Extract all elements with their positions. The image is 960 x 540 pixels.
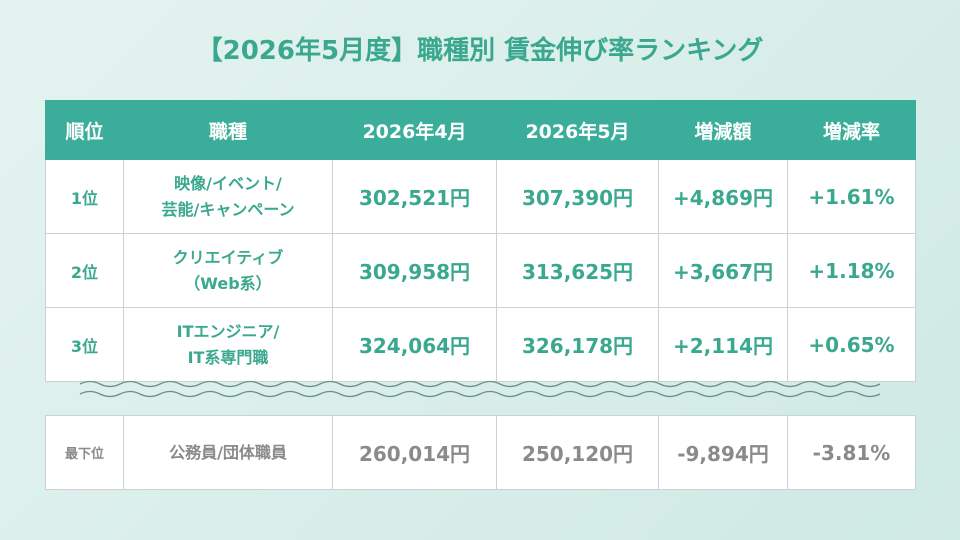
diff-cell: -9,894円 (658, 415, 788, 490)
job-line: 公務員/団体職員 (169, 442, 287, 462)
header-cell: 2026年4月 (332, 100, 497, 160)
header-cell: 職種 (123, 100, 333, 160)
header-cell: 増減率 (787, 100, 916, 160)
rank-cell: 最下位 (45, 415, 124, 490)
job-line: ITエンジニア/ (176, 321, 280, 341)
apr-cell: 309,958円 (332, 233, 497, 308)
apr-cell: 260,014円 (332, 415, 497, 490)
bottom-table: 最下位 公務員/団体職員 260,014円 250,120円 -9,894円 -3.81% (45, 415, 916, 490)
may-cell: 307,390円 (496, 159, 659, 234)
job-line: クリエイティブ (172, 247, 284, 267)
table-row: 2位 クリエイティブ （Web系） 309,958円 313,625円 +3,667円 +1… (45, 233, 916, 308)
header-cell: 2026年5月 (496, 100, 659, 160)
diff-cell: +2,114円 (658, 307, 788, 382)
apr-cell: 302,521円 (332, 159, 497, 234)
rate-cell: -3.81% (787, 415, 916, 490)
rank-cell: 3位 (45, 307, 124, 382)
job-line: IT系専門職 (187, 347, 269, 367)
title: 【2026年5月度】職種別 賃金伸び率ランキング (196, 36, 764, 66)
diff-cell: +4,869円 (658, 159, 788, 234)
header-row: 順位 職種 2026年4月 2026年5月 増減額 増減率 (45, 100, 916, 160)
may-cell: 250,120円 (496, 415, 659, 490)
job-cell: クリエイティブ （Web系） (123, 233, 333, 308)
rank-cell: 1位 (45, 159, 124, 234)
job-line: 映像/イベント/ (174, 173, 282, 193)
may-cell: 326,178円 (496, 307, 659, 382)
job-cell: 映像/イベント/芸能/キャンペーン (123, 159, 333, 234)
rate-cell: +1.18% (787, 233, 916, 308)
job-cell: 公務員/団体職員 (123, 415, 333, 490)
table-row: 1位 映像/イベント/芸能/キャンペーン 302,521円 307,390円 +4,86… (45, 159, 916, 234)
header-cell: 増減額 (658, 100, 788, 160)
table-row: 最下位 公務員/団体職員 260,014円 250,120円 -9,894円 -3.81% (45, 415, 916, 490)
wave-separator (79, 380, 881, 398)
header-cell: 順位 (45, 100, 124, 160)
table-row: 3位 ITエンジニア/IT系専門職 324,064円 326,178円 +2,114円 +… (45, 307, 916, 382)
job-cell: ITエンジニア/IT系専門職 (123, 307, 333, 382)
job-line: 芸能/キャンペーン (161, 199, 295, 219)
rank-cell: 2位 (45, 233, 124, 308)
ranking-table: 順位 職種 2026年4月 2026年5月 増減額 増減率 1位 映像/イベント/芸能/キャ… (45, 100, 916, 382)
diff-cell: +3,667円 (658, 233, 788, 308)
may-cell: 313,625円 (496, 233, 659, 308)
job-line: （Web系） (184, 273, 272, 293)
rate-cell: +0.65% (787, 307, 916, 382)
apr-cell: 324,064円 (332, 307, 497, 382)
rate-cell: +1.61% (787, 159, 916, 234)
